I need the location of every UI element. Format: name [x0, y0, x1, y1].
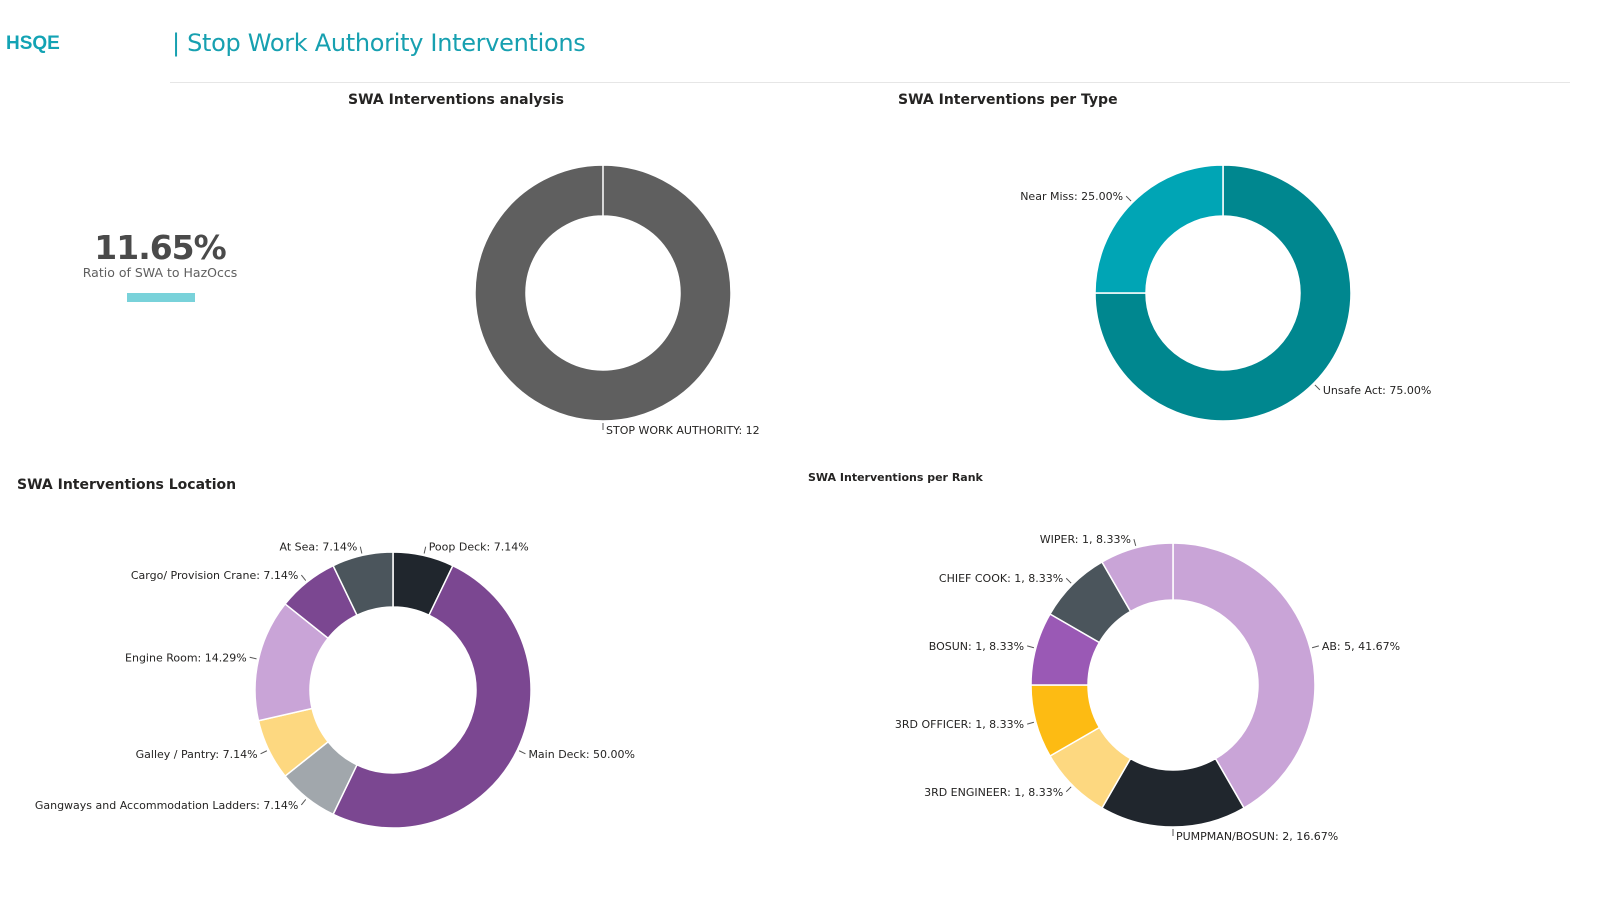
- slice-ab[interactable]: [1172, 542, 1316, 810]
- data-label: PUMPMAN/BOSUN: 2, 16.67%: [1176, 830, 1338, 843]
- donut-analysis: STOP WORK AUTHORITY: 12: [474, 164, 760, 437]
- data-label: CHIEF COOK: 1, 8.33%: [939, 572, 1063, 585]
- data-label: Poop Deck: 7.14%: [429, 541, 529, 554]
- leader-line: [1027, 721, 1035, 725]
- data-label: Gangways and Accommodation Ladders: 7.14…: [35, 799, 299, 812]
- leader-line: [1065, 786, 1072, 793]
- leader-line: [1314, 384, 1321, 391]
- chart-title-type: SWA Interventions per Type: [898, 92, 1118, 108]
- chart-title-analysis: SWA Interventions analysis: [348, 92, 564, 108]
- data-label: Unsafe Act: 75.00%: [1323, 384, 1431, 397]
- data-label: STOP WORK AUTHORITY: 12: [606, 424, 760, 437]
- data-label: Main Deck: 50.00%: [528, 748, 635, 761]
- slice-stop-work-authority[interactable]: [474, 164, 732, 422]
- data-label: Galley / Pantry: 7.14%: [136, 748, 258, 761]
- leader-line: [1125, 195, 1132, 202]
- leader-line: [1133, 539, 1137, 547]
- data-label: At Sea: 7.14%: [280, 541, 358, 554]
- slice-at-sea[interactable]: [332, 551, 394, 617]
- data-label: Engine Room: 14.29%: [125, 651, 247, 664]
- data-label: 3RD OFFICER: 1, 8.33%: [895, 718, 1024, 731]
- leader-line: [249, 656, 257, 660]
- kpi-label: Ratio of SWA to HazOccs: [82, 265, 238, 280]
- donut-rank: AB: 5, 41.67% PUMPMAN/BOSUN: 2, 16.67% 3RD…: [895, 533, 1400, 843]
- donut-location: Poop Deck: 7.14% Main Deck: 50.00% Gangway…: [35, 541, 635, 829]
- kpi-accent-bar: [127, 293, 195, 302]
- data-label: Near Miss: 25.00%: [1020, 190, 1123, 203]
- data-label: 3RD ENGINEER: 1, 8.33%: [924, 786, 1063, 799]
- leader-line: [1027, 645, 1035, 649]
- leader-line: [359, 546, 363, 554]
- leader-line: [1065, 577, 1072, 584]
- leader-line: [300, 799, 307, 806]
- data-label: BOSUN: 1, 8.33%: [929, 640, 1024, 653]
- page-title: | Stop Work Authority Interventions: [172, 29, 586, 57]
- leader-line: [260, 750, 268, 755]
- donut-type: Unsafe Act: 75.00% Near Miss: 25.00%: [1020, 164, 1431, 422]
- leader-line: [300, 574, 307, 581]
- slice-wiper[interactable]: [1100, 542, 1174, 613]
- leader-line: [518, 750, 526, 755]
- slice-main-deck[interactable]: [332, 564, 532, 829]
- leader-line: [423, 546, 427, 554]
- data-label: Cargo/ Provision Crane: 7.14%: [131, 569, 299, 582]
- chart-title-location: SWA Interventions Location: [17, 477, 237, 493]
- data-label: WIPER: 1, 8.33%: [1040, 533, 1131, 546]
- kpi-value: 11.65%: [94, 228, 226, 267]
- leader-line: [1311, 645, 1319, 649]
- title-divider: [170, 82, 1570, 83]
- brand-label[interactable]: HSQE: [6, 33, 60, 54]
- data-label: AB: 5, 41.67%: [1322, 640, 1400, 653]
- slice-unsafe-act[interactable]: [1094, 164, 1352, 422]
- kpi-card[interactable]: 11.65% Ratio of SWA to HazOccs: [60, 230, 260, 280]
- chart-title-rank: SWA Interventions per Rank: [808, 471, 983, 484]
- slice-near-miss[interactable]: [1094, 164, 1224, 294]
